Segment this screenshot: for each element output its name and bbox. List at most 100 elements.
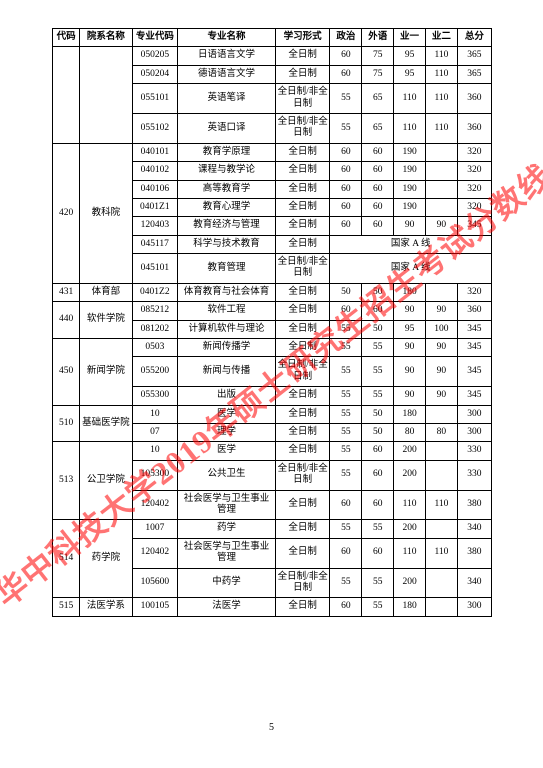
cell-score: 65 [362, 113, 394, 143]
cell-dept-code: 420 [53, 143, 80, 283]
cell-study-mode: 全日制/非全日制 [275, 113, 330, 143]
cell-score [425, 598, 457, 616]
cell-score: 90 [425, 339, 457, 357]
cell-major-name: 教育管理 [178, 254, 276, 284]
cell-score: 55 [330, 387, 362, 405]
cell-score: 365 [457, 47, 491, 65]
cell-major-code: 100105 [132, 598, 177, 616]
cell-score: 90 [394, 339, 426, 357]
cell-dept-name: 体育部 [80, 283, 132, 301]
table-row: 513公卫学院10医学全日制5560200330 [53, 442, 492, 460]
cell-score: 55 [362, 568, 394, 598]
cell-dept-code: 515 [53, 598, 80, 616]
cell-study-mode: 全日制 [275, 198, 330, 216]
cell-score: 320 [457, 198, 491, 216]
cell-study-mode: 全日制 [275, 143, 330, 161]
cell-score: 190 [394, 180, 426, 198]
cell-score: 60 [362, 538, 394, 568]
cell-score: 340 [457, 568, 491, 598]
cell-major-code: 085212 [132, 302, 177, 320]
cell-score [425, 442, 457, 460]
cell-major-code: 10 [132, 405, 177, 423]
cell-major-name: 体育教育与社会体育 [178, 283, 276, 301]
cell-score: 360 [457, 302, 491, 320]
cell-study-mode: 全日制/非全日制 [275, 568, 330, 598]
cell-major-code: 07 [132, 423, 177, 441]
cell-major-name: 药学 [178, 520, 276, 538]
table-row: 510基础医学院10医学全日制5550180300 [53, 405, 492, 423]
cell-study-mode: 全日制 [275, 538, 330, 568]
cell-major-name: 医学 [178, 405, 276, 423]
th-total: 总分 [457, 29, 491, 47]
cell-score: 55 [362, 357, 394, 387]
cell-major-name: 中药学 [178, 568, 276, 598]
table-row: 440软件学院085212软件工程全日制60609090360 [53, 302, 492, 320]
cell-score: 95 [394, 47, 426, 65]
table-row: 431体育部0401Z2体育教育与社会体育全日制5050180320 [53, 283, 492, 301]
cell-national-line: 国家 A 线 [330, 235, 492, 253]
cell-score: 110 [425, 490, 457, 520]
cell-major-name: 软件工程 [178, 302, 276, 320]
cell-score: 190 [394, 162, 426, 180]
cell-score: 110 [425, 538, 457, 568]
cell-national-line: 国家 A 线 [330, 254, 492, 284]
cell-dept-code [53, 47, 80, 143]
cell-score: 75 [362, 47, 394, 65]
cell-score [425, 198, 457, 216]
cell-major-code: 081202 [132, 320, 177, 338]
cell-study-mode: 全日制 [275, 598, 330, 616]
cell-score: 340 [457, 520, 491, 538]
cell-major-code: 0401Z1 [132, 198, 177, 216]
th-mname: 专业名称 [178, 29, 276, 47]
cell-major-code: 045101 [132, 254, 177, 284]
cell-score: 60 [362, 302, 394, 320]
cell-major-code: 055101 [132, 84, 177, 114]
cell-score: 380 [457, 490, 491, 520]
cell-major-name: 计算机软件与理论 [178, 320, 276, 338]
cell-score: 55 [362, 339, 394, 357]
cell-major-name: 出版 [178, 387, 276, 405]
cell-score [425, 568, 457, 598]
cell-major-code: 105600 [132, 568, 177, 598]
cell-dept-code: 440 [53, 302, 80, 339]
cell-study-mode: 全日制 [275, 339, 330, 357]
cell-major-name: 理学 [178, 423, 276, 441]
cell-score: 60 [362, 180, 394, 198]
cell-score: 330 [457, 442, 491, 460]
cell-score: 100 [425, 320, 457, 338]
cell-score: 80 [394, 423, 426, 441]
cell-major-code: 055200 [132, 357, 177, 387]
cell-dept-name: 法医学系 [80, 598, 132, 616]
cell-score: 365 [457, 65, 491, 83]
cell-score: 110 [425, 65, 457, 83]
cell-score: 55 [330, 423, 362, 441]
cell-score: 60 [330, 490, 362, 520]
cell-score: 55 [362, 520, 394, 538]
cell-score: 60 [362, 442, 394, 460]
cell-score: 50 [362, 320, 394, 338]
cell-major-code: 120402 [132, 538, 177, 568]
cell-study-mode: 全日制 [275, 520, 330, 538]
cell-score: 90 [394, 387, 426, 405]
th-code: 代码 [53, 29, 80, 47]
cell-study-mode: 全日制 [275, 180, 330, 198]
cell-score [425, 162, 457, 180]
cell-major-name: 社会医学与卫生事业管理 [178, 538, 276, 568]
cell-major-code: 120403 [132, 217, 177, 235]
cell-score [425, 180, 457, 198]
cell-study-mode: 全日制 [275, 235, 330, 253]
cell-study-mode: 全日制/非全日制 [275, 84, 330, 114]
cell-score: 55 [330, 568, 362, 598]
cell-major-name: 医学 [178, 442, 276, 460]
cell-score: 95 [394, 65, 426, 83]
cell-score: 90 [394, 217, 426, 235]
cell-score: 60 [330, 162, 362, 180]
cell-score: 55 [330, 442, 362, 460]
cell-score: 55 [362, 598, 394, 616]
cell-score: 90 [394, 357, 426, 387]
cell-dept-name: 教科院 [80, 143, 132, 283]
cell-score: 60 [362, 460, 394, 490]
cell-score: 360 [457, 84, 491, 114]
cell-major-code: 0401Z2 [132, 283, 177, 301]
cell-major-name: 高等教育学 [178, 180, 276, 198]
